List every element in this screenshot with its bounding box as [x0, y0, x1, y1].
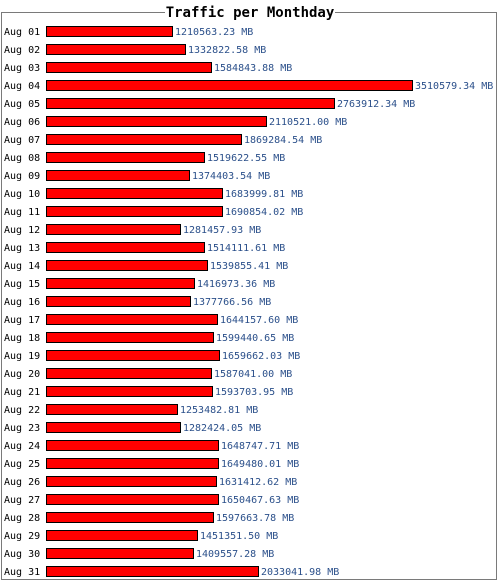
category-label: Aug 14 [4, 261, 40, 272]
bar [46, 134, 242, 145]
category-label: Aug 23 [4, 423, 40, 434]
category-label: Aug 22 [4, 405, 40, 416]
bar [46, 260, 208, 271]
category-label: Aug 29 [4, 531, 40, 542]
value-label: 2033041.98 MB [261, 567, 339, 578]
category-label: Aug 30 [4, 549, 40, 560]
bar [46, 566, 259, 577]
category-label: Aug 05 [4, 99, 40, 110]
value-label: 1514111.61 MB [207, 243, 285, 254]
category-label: Aug 01 [4, 27, 40, 38]
bar [46, 224, 181, 235]
bar [46, 512, 214, 523]
value-label: 1539855.41 MB [210, 261, 288, 272]
category-label: Aug 04 [4, 81, 40, 92]
bar [46, 62, 212, 73]
category-label: Aug 26 [4, 477, 40, 488]
bar [46, 422, 181, 433]
category-label: Aug 12 [4, 225, 40, 236]
bar [46, 332, 214, 343]
bar [46, 296, 191, 307]
category-label: Aug 13 [4, 243, 40, 254]
value-label: 1374403.54 MB [192, 171, 270, 182]
value-label: 1644157.60 MB [220, 315, 298, 326]
category-label: Aug 20 [4, 369, 40, 380]
value-label: 1584843.88 MB [214, 63, 292, 74]
category-label: Aug 19 [4, 351, 40, 362]
value-label: 1377766.56 MB [193, 297, 271, 308]
bar [46, 386, 213, 397]
bar [46, 98, 335, 109]
value-label: 1659662.03 MB [222, 351, 300, 362]
bar [46, 458, 219, 469]
bar [46, 80, 413, 91]
category-label: Aug 17 [4, 315, 40, 326]
category-label: Aug 11 [4, 207, 40, 218]
bar [46, 494, 219, 505]
value-label: 1648747.71 MB [221, 441, 299, 452]
value-label: 2110521.00 MB [269, 117, 347, 128]
category-label: Aug 06 [4, 117, 40, 128]
category-label: Aug 08 [4, 153, 40, 164]
value-label: 1332822.58 MB [188, 45, 266, 56]
value-label: 1282424.05 MB [183, 423, 261, 434]
bar [46, 548, 194, 559]
category-label: Aug 28 [4, 513, 40, 524]
bar [46, 206, 223, 217]
category-label: Aug 25 [4, 459, 40, 470]
category-label: Aug 18 [4, 333, 40, 344]
bar [46, 26, 173, 37]
bar [46, 350, 220, 361]
value-label: 1281457.93 MB [183, 225, 261, 236]
value-label: 1593703.95 MB [215, 387, 293, 398]
bar [46, 116, 267, 127]
value-label: 1683999.81 MB [225, 189, 303, 200]
category-label: Aug 27 [4, 495, 40, 506]
category-label: Aug 21 [4, 387, 40, 398]
bar [46, 152, 205, 163]
value-label: 2763912.34 MB [337, 99, 415, 110]
chart-title: Traffic per Monthday [164, 5, 336, 21]
category-label: Aug 07 [4, 135, 40, 146]
bar [46, 476, 217, 487]
value-label: 1599440.65 MB [216, 333, 294, 344]
bar [46, 170, 190, 181]
category-label: Aug 02 [4, 45, 40, 56]
value-label: 1253482.81 MB [180, 405, 258, 416]
value-label: 1690854.02 MB [225, 207, 303, 218]
value-label: 3510579.34 MB [415, 81, 493, 92]
category-label: Aug 24 [4, 441, 40, 452]
value-label: 1409557.28 MB [196, 549, 274, 560]
bar [46, 368, 212, 379]
category-label: Aug 09 [4, 171, 40, 182]
category-label: Aug 03 [4, 63, 40, 74]
value-label: 1649480.01 MB [221, 459, 299, 470]
bar [46, 440, 219, 451]
category-label: Aug 10 [4, 189, 40, 200]
category-label: Aug 15 [4, 279, 40, 290]
value-label: 1210563.23 MB [175, 27, 253, 38]
bar [46, 242, 205, 253]
bar [46, 278, 195, 289]
bar [46, 188, 223, 199]
value-label: 1631412.62 MB [219, 477, 297, 488]
value-label: 1597663.78 MB [216, 513, 294, 524]
bar [46, 314, 218, 325]
value-label: 1416973.36 MB [197, 279, 275, 290]
value-label: 1519622.55 MB [207, 153, 285, 164]
value-label: 1869284.54 MB [244, 135, 322, 146]
category-label: Aug 31 [4, 567, 40, 578]
bar [46, 44, 186, 55]
bar [46, 404, 178, 415]
category-label: Aug 16 [4, 297, 40, 308]
value-label: 1587041.00 MB [214, 369, 292, 380]
chart-title-wrap: Traffic per Monthday [0, 4, 500, 21]
bar [46, 530, 198, 541]
value-label: 1451351.50 MB [200, 531, 278, 542]
value-label: 1650467.63 MB [221, 495, 299, 506]
